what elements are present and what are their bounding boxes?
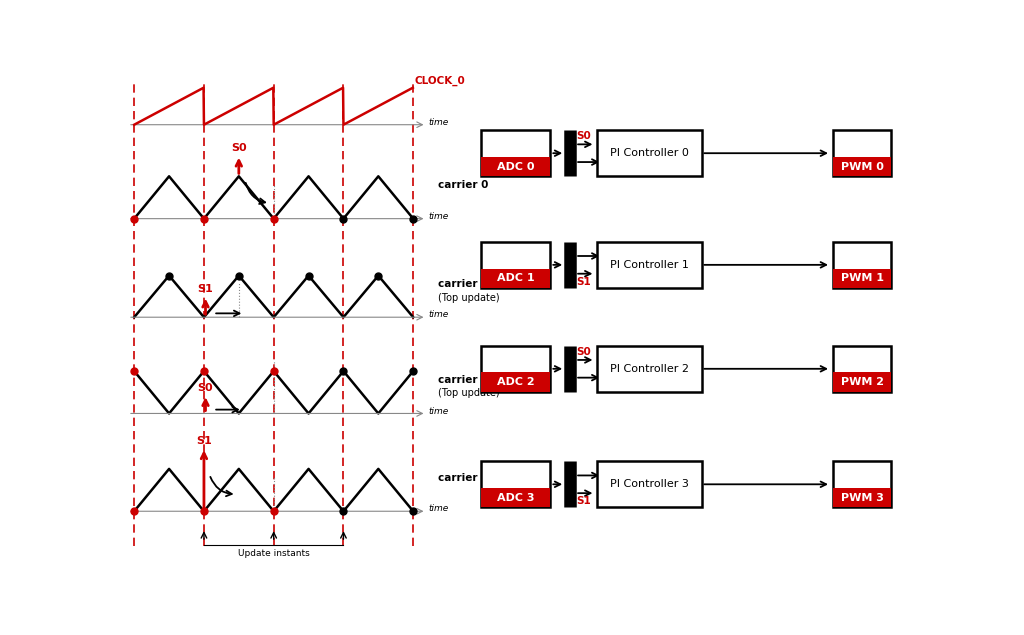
Text: time: time	[429, 118, 449, 127]
Text: PWM 2: PWM 2	[841, 377, 884, 387]
Text: Update instants: Update instants	[238, 549, 309, 558]
Text: carrier 0: carrier 0	[438, 180, 488, 190]
FancyBboxPatch shape	[597, 345, 701, 392]
Text: PI Controller 2: PI Controller 2	[609, 364, 689, 374]
FancyBboxPatch shape	[834, 488, 891, 507]
FancyBboxPatch shape	[597, 461, 701, 507]
FancyBboxPatch shape	[480, 130, 550, 177]
FancyBboxPatch shape	[480, 373, 550, 392]
FancyBboxPatch shape	[480, 242, 550, 288]
Text: carrier 2: carrier 2	[438, 375, 488, 385]
Text: ADC 3: ADC 3	[497, 493, 535, 503]
Text: (Top update): (Top update)	[438, 388, 500, 398]
Text: time: time	[429, 406, 449, 416]
FancyBboxPatch shape	[480, 461, 550, 507]
FancyBboxPatch shape	[834, 130, 891, 177]
Text: PI Controller 0: PI Controller 0	[609, 148, 688, 158]
FancyBboxPatch shape	[834, 373, 891, 392]
FancyBboxPatch shape	[480, 157, 550, 177]
FancyBboxPatch shape	[597, 130, 701, 177]
FancyBboxPatch shape	[834, 157, 891, 177]
Text: S1: S1	[577, 496, 592, 506]
FancyBboxPatch shape	[834, 242, 891, 288]
Text: PWM 1: PWM 1	[841, 273, 884, 283]
Text: (Top update): (Top update)	[438, 293, 500, 302]
FancyBboxPatch shape	[480, 345, 550, 392]
Text: carrier 1: carrier 1	[438, 279, 488, 290]
Text: time: time	[429, 504, 449, 514]
Text: S1: S1	[577, 277, 592, 287]
Text: PI Controller 3: PI Controller 3	[609, 479, 688, 490]
FancyBboxPatch shape	[480, 488, 550, 507]
Text: S0: S0	[231, 144, 247, 153]
Text: ADC 1: ADC 1	[497, 273, 535, 283]
Text: S1: S1	[198, 284, 213, 294]
FancyBboxPatch shape	[834, 461, 891, 507]
Text: PWM 0: PWM 0	[841, 161, 884, 171]
Text: time: time	[429, 311, 449, 319]
Text: PI Controller 1: PI Controller 1	[609, 260, 688, 270]
Text: S0: S0	[198, 383, 213, 392]
FancyBboxPatch shape	[480, 269, 550, 288]
Text: carrier 3: carrier 3	[438, 472, 488, 483]
Text: ADC 2: ADC 2	[497, 377, 535, 387]
Text: PWM 3: PWM 3	[841, 493, 884, 503]
Text: S1: S1	[196, 436, 212, 446]
FancyBboxPatch shape	[834, 345, 891, 392]
Text: time: time	[429, 212, 449, 221]
Text: ADC 0: ADC 0	[497, 161, 535, 171]
FancyBboxPatch shape	[597, 242, 701, 288]
FancyBboxPatch shape	[834, 269, 891, 288]
Text: S0: S0	[577, 131, 592, 141]
Text: S0: S0	[577, 347, 592, 357]
Text: CLOCK_0: CLOCK_0	[415, 76, 466, 86]
